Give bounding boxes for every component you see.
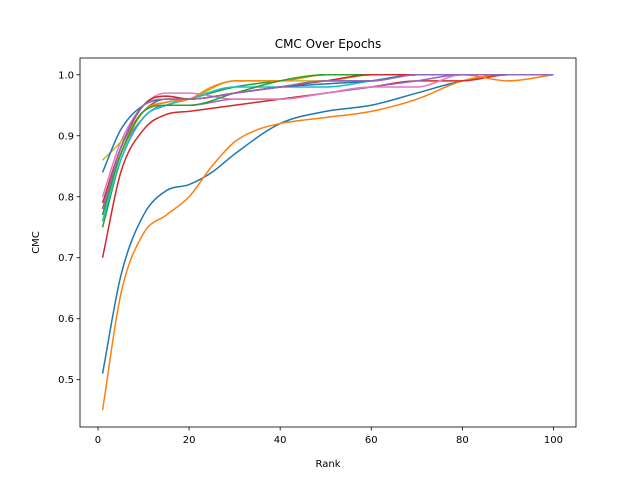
x-tick-label: 60 xyxy=(365,435,378,446)
y-axis-label: CMC xyxy=(31,231,42,254)
chart-title: CMC Over Epochs xyxy=(275,37,382,51)
x-axis-label: Rank xyxy=(316,459,341,470)
y-tick-label: 0.6 xyxy=(58,314,74,325)
y-tick-label: 0.7 xyxy=(58,253,74,264)
series-line-15 xyxy=(101,74,554,210)
x-tick-label: 0 xyxy=(95,435,101,446)
y-tick-label: 0.5 xyxy=(58,375,74,386)
plot-area xyxy=(80,58,576,427)
x-tick-label: 20 xyxy=(183,435,196,446)
series-line-2 xyxy=(101,74,554,411)
y-tick-label: 0.8 xyxy=(58,192,74,203)
y-tick-label: 1.0 xyxy=(58,70,74,81)
x-tick-label: 80 xyxy=(456,435,469,446)
y-tick-label: 0.9 xyxy=(58,131,74,142)
x-tick-label: 40 xyxy=(274,435,287,446)
x-tick-label: 100 xyxy=(544,435,563,446)
axes-frame xyxy=(79,57,577,428)
y-axis-ticks: 0.5 0.6 0.7 0.8 0.9 1.0 xyxy=(58,70,80,386)
series-layer xyxy=(101,74,554,411)
x-axis-ticks: 0 20 40 60 80 100 xyxy=(95,427,563,446)
